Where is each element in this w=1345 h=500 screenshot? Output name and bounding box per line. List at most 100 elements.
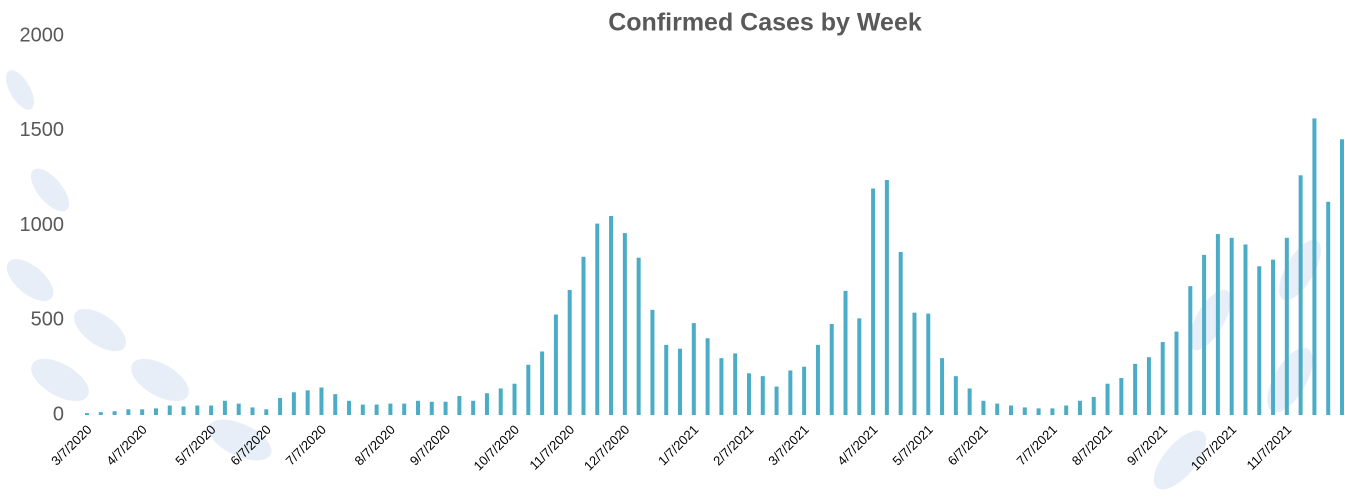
x-tick-label: 3/7/2020 xyxy=(48,422,94,468)
bar xyxy=(237,404,241,415)
bar xyxy=(375,405,379,415)
page: {"chart_data": {"type": "bar", "title": … xyxy=(0,0,1345,500)
bar xyxy=(319,388,323,415)
bar xyxy=(126,409,130,415)
bar xyxy=(678,349,682,415)
bar xyxy=(457,396,461,415)
bar xyxy=(416,401,420,415)
bar xyxy=(1064,406,1068,415)
bar xyxy=(940,358,944,415)
bar xyxy=(1119,378,1123,415)
bar xyxy=(113,411,117,415)
chart: Confirmed Cases by Week 0500100015002000… xyxy=(0,0,1345,500)
y-tick-label: 1500 xyxy=(20,119,65,141)
bar xyxy=(1271,260,1275,415)
bar xyxy=(195,406,199,415)
bar xyxy=(540,352,544,415)
bar xyxy=(1078,401,1082,415)
bar xyxy=(1175,332,1179,415)
bar xyxy=(595,224,599,415)
bar xyxy=(816,345,820,415)
bar xyxy=(706,338,710,415)
y-tick-label: 500 xyxy=(31,309,64,331)
bar xyxy=(568,290,572,415)
bar xyxy=(1285,238,1289,415)
bar xyxy=(471,401,475,415)
bar xyxy=(1299,175,1303,415)
bar xyxy=(1340,139,1344,415)
bar xyxy=(1037,408,1041,415)
bar xyxy=(1106,384,1110,415)
bar xyxy=(306,390,310,415)
bar xyxy=(1050,408,1054,415)
x-tick-label: 1/7/2021 xyxy=(655,422,701,468)
bar xyxy=(968,388,972,415)
bar xyxy=(1133,364,1137,415)
bar xyxy=(278,398,282,415)
bar xyxy=(333,394,337,415)
x-tick-label: 4/7/2020 xyxy=(103,422,149,468)
bar xyxy=(650,310,654,415)
bar xyxy=(209,406,213,415)
x-tick-label: 5/7/2020 xyxy=(172,422,218,468)
x-tick-label: 8/7/2021 xyxy=(1069,422,1115,468)
bar xyxy=(361,405,365,415)
x-tick-label: 8/7/2020 xyxy=(352,422,398,468)
bar xyxy=(347,401,351,415)
bar xyxy=(250,407,254,415)
bar xyxy=(788,370,792,415)
x-tick-label: 2/7/2021 xyxy=(710,422,756,468)
bar xyxy=(692,323,696,415)
bar xyxy=(995,404,999,415)
bar xyxy=(775,387,779,415)
bar xyxy=(430,402,434,415)
bar xyxy=(899,252,903,415)
bar xyxy=(802,367,806,415)
x-tick-label: 10/7/2020 xyxy=(471,422,523,474)
bar xyxy=(99,412,103,415)
bar xyxy=(1257,266,1261,415)
bar xyxy=(264,409,268,415)
x-tick-label: 7/7/2020 xyxy=(283,422,329,468)
bar xyxy=(719,358,723,415)
x-tick-label: 11/7/2020 xyxy=(526,422,577,473)
bar xyxy=(747,373,751,415)
bar xyxy=(499,388,503,415)
bar xyxy=(1230,238,1234,415)
bar xyxy=(1216,234,1220,415)
x-tick-label: 11/7/2021 xyxy=(1244,422,1295,473)
bar xyxy=(1023,407,1027,415)
bar xyxy=(182,406,186,415)
bar xyxy=(637,258,641,415)
x-tick-label: 6/7/2021 xyxy=(945,422,991,468)
x-tick-label: 7/7/2021 xyxy=(1014,422,1060,468)
y-tick-label: 2000 xyxy=(20,24,65,46)
bar xyxy=(1092,397,1096,415)
bar xyxy=(485,393,489,415)
bar xyxy=(926,314,930,415)
bar xyxy=(1326,202,1330,415)
chart-title: Confirmed Cases by Week xyxy=(608,9,922,37)
bar xyxy=(1161,342,1165,415)
bar xyxy=(444,402,448,415)
y-tick-label: 0 xyxy=(53,403,64,425)
bar xyxy=(140,409,144,415)
x-tick-label: 3/7/2021 xyxy=(765,422,811,468)
bar xyxy=(733,353,737,415)
bar xyxy=(85,413,89,415)
bar xyxy=(664,345,668,415)
bar xyxy=(623,233,627,415)
x-tick-label: 4/7/2021 xyxy=(834,422,880,468)
bar xyxy=(168,406,172,415)
x-tick-label: 5/7/2021 xyxy=(889,422,935,468)
bar xyxy=(513,384,517,415)
bar xyxy=(830,324,834,415)
bar xyxy=(1009,406,1013,415)
bar xyxy=(1147,357,1151,415)
bar xyxy=(954,376,958,415)
bar xyxy=(1188,286,1192,415)
x-tick-label: 9/7/2020 xyxy=(407,422,453,468)
bar xyxy=(402,404,406,415)
bar xyxy=(981,401,985,415)
bar xyxy=(844,291,848,415)
